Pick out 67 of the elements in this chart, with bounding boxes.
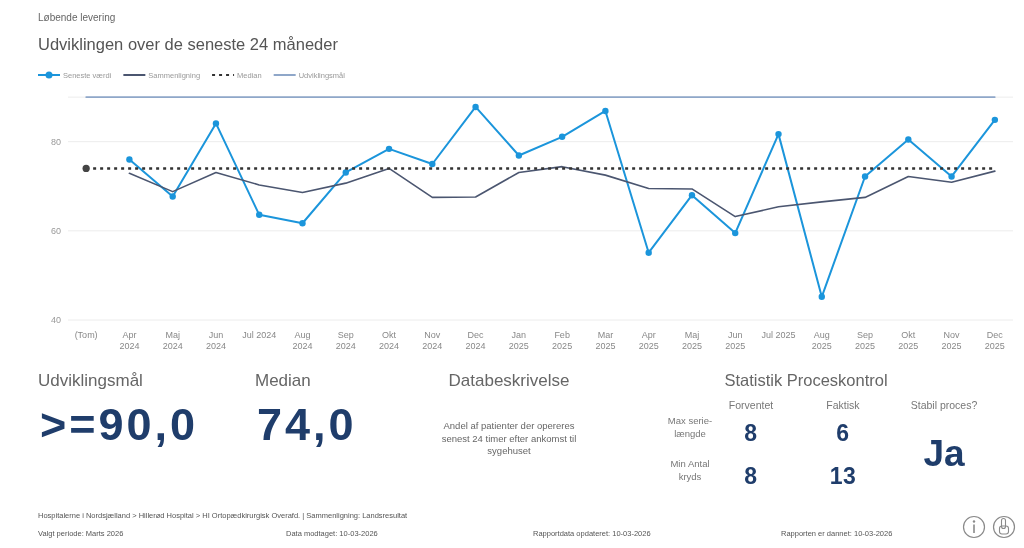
x-tick-label: Jun 2025	[725, 330, 746, 351]
line-series	[128, 165, 996, 218]
category-label: Min Antal kryds	[670, 458, 710, 482]
y-tick-label: 60	[50, 226, 61, 237]
chart-title: Udviklingen over de seneste 24 måneder	[38, 35, 339, 53]
point	[299, 220, 306, 227]
text: Databeskrivelse	[448, 371, 570, 390]
text: Udviklingsmål	[38, 371, 143, 390]
x-tick-label: Feb 2025	[552, 330, 573, 351]
text: Median	[255, 371, 311, 390]
point	[429, 160, 436, 168]
category-label: Forventet	[728, 399, 774, 411]
point	[126, 156, 133, 163]
point	[212, 120, 220, 127]
x-tick-label: Okt 2024	[379, 330, 400, 351]
point	[515, 152, 523, 159]
x-tick-label: Jan 2025	[508, 330, 529, 351]
text: Andel af patienter der opereres senest 24 timer efter ankomst til sygehuset	[441, 420, 577, 456]
y-tick-label: 40	[50, 315, 61, 326]
x-tick-label: Dec 2024	[465, 330, 486, 351]
text: >=90,0	[40, 399, 199, 450]
point	[991, 116, 999, 124]
x-tick-label: (Tom)	[74, 330, 98, 340]
point	[948, 173, 955, 180]
category-label: Faktisk	[826, 399, 861, 411]
point	[818, 293, 825, 301]
point	[732, 229, 739, 237]
point	[342, 169, 349, 176]
point	[558, 133, 566, 140]
text: 74,0	[257, 399, 357, 450]
x-tick-label: Dec 2025	[984, 330, 1005, 351]
point	[472, 103, 479, 111]
point	[82, 164, 90, 173]
chart-subtitle: Løbende levering	[38, 12, 116, 23]
point	[256, 211, 263, 218]
x-tick-label: Jul 2025	[761, 330, 796, 340]
x-tick-label: Aug 2025	[811, 330, 832, 351]
point	[775, 130, 782, 138]
point	[645, 249, 652, 256]
x-tick-label: Nov 2024	[422, 330, 443, 351]
text: 6	[836, 420, 850, 446]
point	[169, 193, 176, 200]
x-tick-label: Aug 2024	[292, 330, 313, 351]
x-tick-label: Sep 2024	[335, 330, 356, 351]
x-tick-label: Sep 2025	[855, 330, 876, 351]
category-label: Max serie-længde	[667, 415, 713, 439]
text: Statistik Proceskontrol	[724, 371, 888, 389]
point	[688, 191, 696, 199]
point	[385, 145, 393, 153]
x-tick-label: Apr 2024	[119, 330, 140, 351]
y-tick-label: 80	[50, 137, 61, 148]
x-tick-label: Mar 2025	[595, 330, 616, 351]
x-tick-label: Apr 2025	[638, 330, 659, 351]
text: Ja	[923, 433, 965, 474]
text: 8	[744, 420, 758, 446]
x-tick-label: Maj 2024	[162, 330, 183, 351]
x-tick-label: Okt 2025	[898, 330, 919, 351]
x-tick-label: Nov 2025	[941, 330, 962, 351]
x-tick-label: Maj 2025	[681, 330, 702, 351]
point	[861, 173, 869, 180]
text: Stabil proces?	[910, 399, 978, 411]
x-tick-label: Jul 2024	[242, 330, 277, 340]
x-tick-label: Jun 2024	[205, 330, 226, 351]
text: 13	[829, 463, 857, 489]
point	[602, 107, 609, 115]
point	[905, 136, 912, 143]
text: 8	[744, 463, 758, 489]
